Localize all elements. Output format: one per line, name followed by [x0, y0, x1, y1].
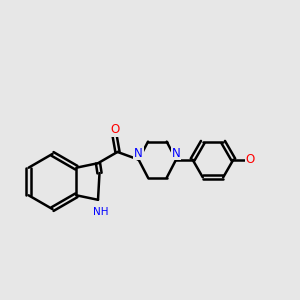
Text: O: O	[110, 123, 119, 136]
Text: NH: NH	[93, 207, 109, 218]
Text: O: O	[246, 153, 255, 166]
Text: N: N	[134, 146, 143, 160]
Text: N: N	[172, 146, 180, 160]
